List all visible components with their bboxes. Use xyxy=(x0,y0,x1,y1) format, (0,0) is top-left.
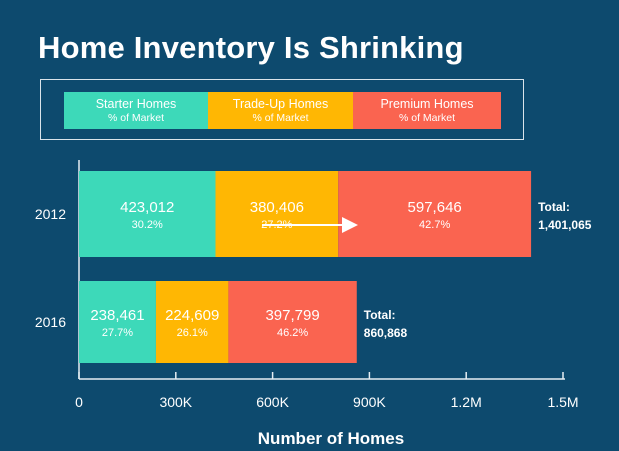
legend-label: Premium Homes xyxy=(380,97,474,111)
bar-percent-label: 27.7% xyxy=(102,327,133,339)
bar-segment xyxy=(338,171,532,257)
legend xyxy=(40,79,524,140)
bar-percent-label: 46.2% xyxy=(277,327,308,339)
legend-item-starter-homes: Starter Homes % of Market xyxy=(64,92,208,129)
bar-segment xyxy=(155,281,229,363)
x-tick-label: 1.2M xyxy=(451,394,482,410)
bar-value-label: 397,799 xyxy=(265,307,319,324)
legend-sublabel: % of Market xyxy=(252,112,309,124)
bar-value-label: 423,012 xyxy=(120,199,174,216)
total-label: Total: xyxy=(538,200,570,214)
x-tick-label: 300K xyxy=(159,394,192,410)
bar-value-label: 597,646 xyxy=(408,199,462,216)
bar-value-label: 238,461 xyxy=(90,307,144,324)
bar-percent-label: 30.2% xyxy=(132,219,163,231)
x-tick-label: 900K xyxy=(353,394,386,410)
legend-label: Starter Homes xyxy=(95,97,177,111)
bar-value-label: 224,609 xyxy=(165,307,219,324)
x-axis-label: Number of Homes xyxy=(258,429,404,448)
bar-segment xyxy=(228,281,357,363)
total-value: 860,868 xyxy=(364,326,408,340)
legend-item-trade-up-homes: Trade-Up Homes % of Market xyxy=(208,92,353,129)
legend-label: Trade-Up Homes xyxy=(232,97,329,111)
bar-percent-label: 42.7% xyxy=(419,219,450,231)
y-category-label: 2012 xyxy=(35,206,66,222)
total-label: Total: xyxy=(364,308,396,322)
x-tick-label: 0 xyxy=(75,394,83,410)
bar-segment xyxy=(79,171,216,257)
x-tick-label: 600K xyxy=(256,394,289,410)
total-value: 1,401,065 xyxy=(538,218,592,232)
bar-segment xyxy=(215,171,339,257)
legend-sublabel: % of Market xyxy=(107,112,165,124)
bar-value-label: 380,406 xyxy=(250,199,304,216)
legend-sublabel: % of Market xyxy=(398,112,456,124)
bar-segment xyxy=(79,281,156,363)
chart-title: Home Inventory Is Shrinking xyxy=(38,30,464,65)
legend-item-premium-homes: Premium Homes % of Market xyxy=(353,92,501,129)
bar-percent-label: 26.1% xyxy=(177,327,208,339)
y-category-label: 2016 xyxy=(35,314,66,330)
x-tick-label: 1.5M xyxy=(547,394,578,410)
